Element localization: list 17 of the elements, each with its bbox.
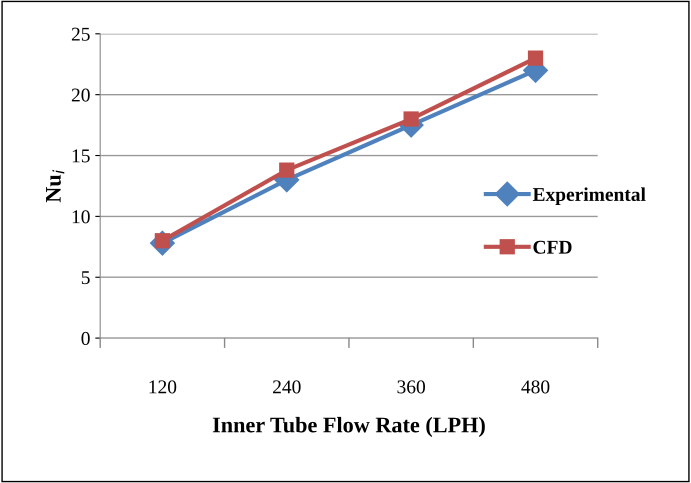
y-tick-label: 5 <box>82 271 90 284</box>
y-tick-label: 0 <box>81 332 90 346</box>
x-tick-label: 360 <box>397 380 425 394</box>
x-tick-label: 480 <box>521 380 550 394</box>
y-tick-label: 25 <box>72 28 90 41</box>
y-tick-label: 20 <box>72 88 90 102</box>
y-axis-title: Nu$_{i}$ <box>46 170 64 202</box>
y-tick-label: 15 <box>72 149 90 162</box>
point <box>528 50 544 66</box>
y-tick-label: 10 <box>72 210 90 224</box>
point <box>404 111 419 127</box>
legend-label: CFD <box>533 240 572 254</box>
point <box>279 162 294 178</box>
x-tick-label: 120 <box>150 380 176 394</box>
x-tick-label: 240 <box>273 380 301 394</box>
x-axis-title: Inner Tube Flow Rate (LPH) <box>212 416 485 437</box>
legend-label: Experimental <box>532 187 646 205</box>
